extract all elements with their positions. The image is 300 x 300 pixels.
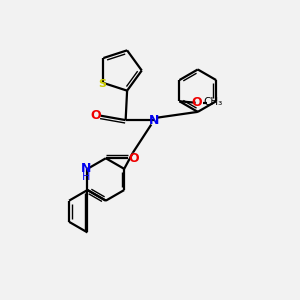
Text: O: O bbox=[128, 152, 139, 165]
Text: CH₃: CH₃ bbox=[204, 97, 223, 107]
Text: O: O bbox=[90, 109, 101, 122]
Text: O: O bbox=[192, 96, 203, 109]
Text: N: N bbox=[148, 114, 159, 127]
Text: S: S bbox=[98, 80, 106, 89]
Text: N: N bbox=[81, 162, 91, 175]
Text: H: H bbox=[82, 172, 90, 182]
